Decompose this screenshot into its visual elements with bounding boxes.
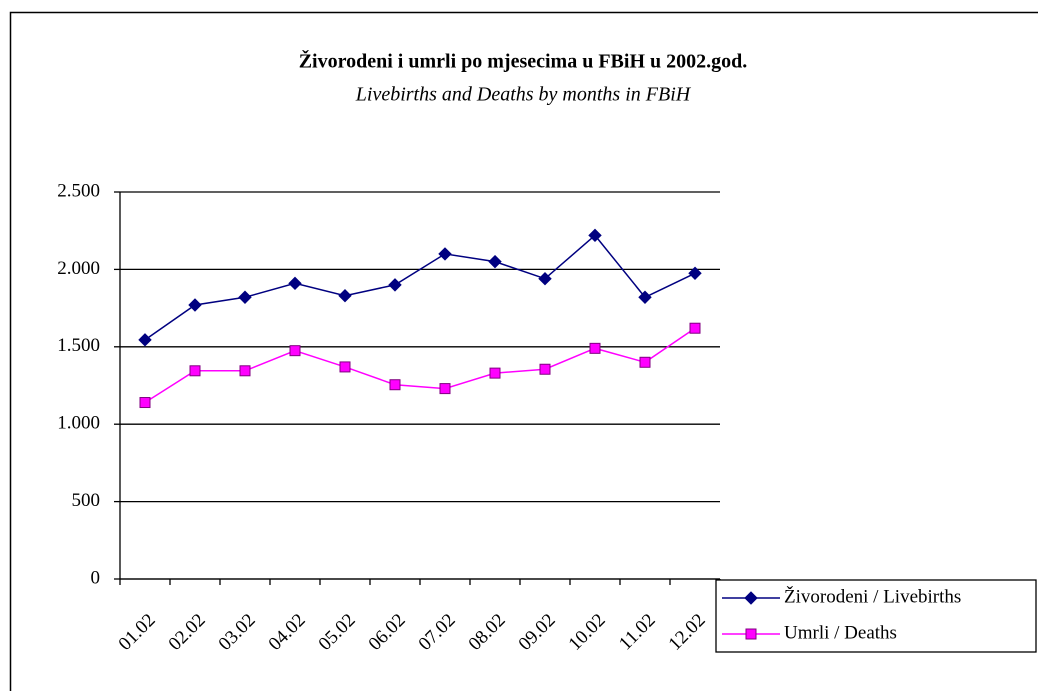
chart-frame	[9, 11, 1038, 691]
point-marker	[188, 298, 202, 312]
point-marker	[488, 254, 502, 269]
y-tick-label: 1.500	[57, 335, 100, 356]
legend-box	[715, 579, 1037, 653]
point-marker	[589, 342, 601, 354]
point-marker	[189, 365, 201, 377]
point-marker	[438, 247, 452, 261]
series-line	[144, 234, 696, 341]
point-marker	[588, 228, 602, 243]
point-marker	[288, 276, 302, 291]
point-marker	[339, 361, 351, 373]
chart-title: Živorodeni i umrli po mjesecima u FBiH u…	[299, 49, 748, 73]
y-tick-label: 2.000	[57, 258, 100, 279]
point-marker	[439, 383, 451, 395]
point-marker	[639, 356, 651, 368]
point-marker	[689, 322, 701, 334]
series-line	[144, 327, 696, 404]
point-marker	[489, 367, 501, 379]
legend-marker	[744, 591, 758, 605]
point-marker	[389, 379, 401, 391]
legend-marker	[745, 628, 757, 640]
chart-subtitle: Livebirths and Deaths by months in FBiH	[355, 84, 692, 106]
y-tick-label: 0	[91, 567, 101, 588]
point-marker	[338, 289, 352, 303]
point-marker	[388, 278, 402, 292]
point-marker	[638, 290, 652, 304]
legend-label: Živorodeni / Livebirths	[784, 585, 961, 607]
point-marker	[688, 266, 702, 280]
point-marker	[538, 271, 552, 286]
point-marker	[138, 333, 152, 347]
y-tick-label: 500	[72, 490, 101, 511]
legend-label: Umrli / Deaths	[784, 622, 897, 643]
point-marker	[139, 397, 151, 409]
point-marker	[238, 290, 252, 304]
point-marker	[239, 365, 251, 377]
point-marker	[289, 345, 301, 357]
y-tick-label: 2.500	[57, 180, 100, 201]
y-tick-label: 1.000	[57, 413, 100, 434]
point-marker	[539, 363, 551, 375]
